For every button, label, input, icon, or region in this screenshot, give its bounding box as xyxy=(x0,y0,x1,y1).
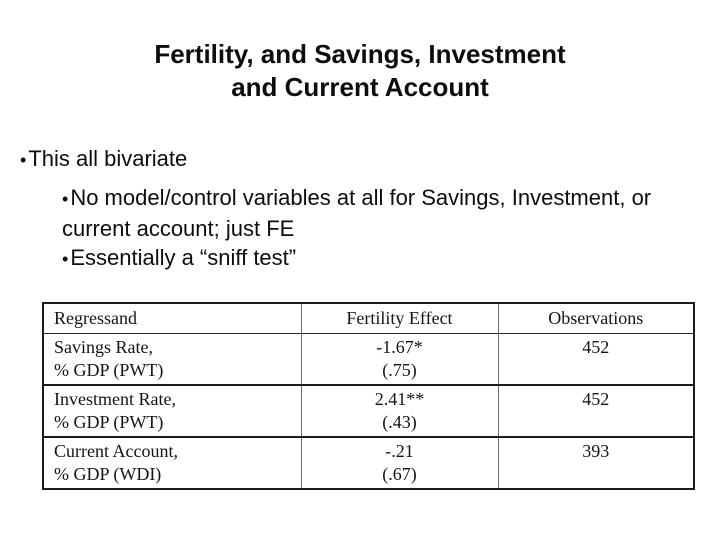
bullet-text: This all bivariate xyxy=(28,146,188,171)
observations-cell: 452 xyxy=(497,333,694,385)
regressand-cell: Savings Rate, % GDP (PWT) xyxy=(43,334,301,386)
regressand-name: Current Account, xyxy=(54,441,178,461)
effect-value: 2.41** xyxy=(374,389,425,409)
bullet-list: •This all bivariate •No model/control va… xyxy=(20,144,680,274)
effect-value: -.21 xyxy=(385,441,414,461)
regressand-cell: Current Account, % GDP (WDI) xyxy=(43,436,301,489)
regression-results-table: Regressand Fertility Effect Observations… xyxy=(42,302,695,490)
regressand-unit: % GDP (PWT) xyxy=(54,412,164,432)
bullet-text: Essentially a “sniff test” xyxy=(70,245,297,270)
column-header-fertility-effect: Fertility Effect xyxy=(300,303,498,334)
regressand-cell: Investment Rate, % GDP (PWT) xyxy=(43,384,301,437)
table-row: Investment Rate, % GDP (PWT) 2.41** (.43… xyxy=(43,384,694,437)
bullet-icon: • xyxy=(62,189,69,209)
bullet-text: No model/control variables at all for Sa… xyxy=(62,185,652,241)
table-header-row: Regressand Fertility Effect Observations xyxy=(43,303,694,334)
column-header-observations: Observations xyxy=(497,303,694,334)
fertility-effect-cell: -.21 (.67) xyxy=(300,436,498,489)
fertility-effect-cell: 2.41** (.43) xyxy=(300,384,498,437)
sub-bullet-list: •No model/control variables at all for S… xyxy=(62,183,682,274)
effect-value: -1.67* xyxy=(376,337,423,357)
slide-title: Fertility, and Savings, Investment and C… xyxy=(0,38,720,104)
column-header-regressand: Regressand xyxy=(43,303,301,334)
observations-cell: 393 xyxy=(497,436,694,489)
regressand-unit: % GDP (PWT) xyxy=(54,360,164,380)
standard-error: (.43) xyxy=(382,412,417,432)
regressand-name: Savings Rate, xyxy=(54,337,153,357)
table-row: Savings Rate, % GDP (PWT) -1.67* (.75) 4… xyxy=(43,333,694,386)
observations-cell: 452 xyxy=(497,384,694,437)
bullet-icon: • xyxy=(62,249,69,269)
standard-error: (.67) xyxy=(382,464,417,484)
fertility-effect-cell: -1.67* (.75) xyxy=(300,333,498,385)
slide-title-line-2: and Current Account xyxy=(231,72,489,102)
standard-error: (.75) xyxy=(382,360,417,380)
table-row: Current Account, % GDP (WDI) -.21 (.67) … xyxy=(43,436,694,489)
bullet-item-level1: •This all bivariate xyxy=(20,144,680,175)
bullet-item-sub-2: •Essentially a “sniff test” xyxy=(62,243,682,274)
regressand-unit: % GDP (WDI) xyxy=(54,464,162,484)
bullet-icon: • xyxy=(20,150,27,170)
regressand-name: Investment Rate, xyxy=(54,389,176,409)
bullet-item-sub-1: •No model/control variables at all for S… xyxy=(62,183,682,243)
slide-title-line-1: Fertility, and Savings, Investment xyxy=(154,39,566,69)
